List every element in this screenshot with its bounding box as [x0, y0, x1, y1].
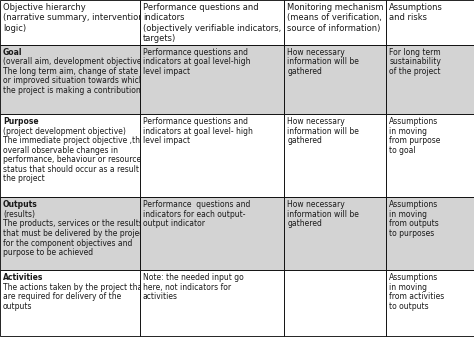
- Bar: [386, 270, 474, 336]
- Text: Goal: Goal: [3, 48, 22, 57]
- Bar: [0, 45, 140, 114]
- Text: purpose to be achieved: purpose to be achieved: [3, 248, 93, 257]
- Text: Assumptions: Assumptions: [389, 117, 438, 126]
- Text: Assumptions: Assumptions: [389, 201, 438, 209]
- Text: from activities: from activities: [389, 292, 445, 301]
- Text: to outputs: to outputs: [389, 302, 429, 311]
- Text: status that should occur as a result of: status that should occur as a result of: [3, 165, 149, 174]
- Bar: [140, 270, 284, 336]
- Text: Performance questions and: Performance questions and: [143, 117, 248, 126]
- Text: (objectively verifiable indicators,: (objectively verifiable indicators,: [143, 24, 281, 33]
- Text: level impact: level impact: [143, 67, 190, 76]
- Text: The actions taken by the project that: The actions taken by the project that: [3, 283, 146, 292]
- Text: from purpose: from purpose: [389, 136, 441, 145]
- Text: here, not indicators for: here, not indicators for: [143, 283, 231, 292]
- Text: the project: the project: [3, 174, 45, 183]
- Text: targets): targets): [143, 34, 176, 43]
- Text: sustainability: sustainability: [389, 57, 441, 66]
- Text: for the component objectives and: for the component objectives and: [3, 239, 132, 247]
- Bar: [140, 0, 284, 45]
- Text: that must be delivered by the project: that must be delivered by the project: [3, 229, 146, 238]
- Text: to purposes: to purposes: [389, 229, 435, 238]
- Text: Monitoring mechanism: Monitoring mechanism: [287, 3, 384, 12]
- Text: Performance questions and: Performance questions and: [143, 48, 248, 57]
- Text: Activities: Activities: [3, 273, 44, 282]
- Text: or improved situation towards which: or improved situation towards which: [3, 76, 144, 85]
- Text: output indicator: output indicator: [143, 219, 205, 229]
- Text: level impact: level impact: [143, 136, 190, 145]
- Text: Outputs: Outputs: [3, 201, 38, 209]
- Text: (narrative summary, intervention: (narrative summary, intervention: [3, 13, 144, 22]
- Text: How necessary: How necessary: [287, 201, 345, 209]
- Text: (means of verification,: (means of verification,: [287, 13, 382, 22]
- Text: of the project: of the project: [389, 67, 441, 76]
- Text: indicators for each output-: indicators for each output-: [143, 210, 246, 219]
- Text: Note: the needed input go: Note: the needed input go: [143, 273, 244, 282]
- Text: (results): (results): [3, 210, 35, 219]
- Text: How necessary: How necessary: [287, 117, 345, 126]
- Bar: [140, 197, 284, 270]
- Bar: [284, 45, 386, 114]
- Text: and risks: and risks: [389, 13, 427, 22]
- Bar: [0, 197, 140, 270]
- Text: logic): logic): [3, 24, 26, 33]
- Bar: [284, 270, 386, 336]
- Text: in moving: in moving: [389, 283, 427, 292]
- Bar: [140, 45, 284, 114]
- Text: The immediate project objective ,the: The immediate project objective ,the: [3, 136, 145, 145]
- Text: overall observable changes in: overall observable changes in: [3, 146, 118, 155]
- Text: information will be: information will be: [287, 57, 359, 66]
- Text: Objective hierarchy: Objective hierarchy: [3, 3, 86, 12]
- Text: indicators at goal level-high: indicators at goal level-high: [143, 57, 250, 66]
- Bar: [386, 45, 474, 114]
- Text: information will be: information will be: [287, 127, 359, 136]
- Text: outputs: outputs: [3, 302, 33, 311]
- Text: information will be: information will be: [287, 210, 359, 219]
- Bar: [140, 114, 284, 197]
- Text: to goal: to goal: [389, 146, 416, 155]
- Bar: [0, 0, 140, 45]
- Text: (project development objective): (project development objective): [3, 127, 126, 136]
- Text: How necessary: How necessary: [287, 48, 345, 57]
- Text: in moving: in moving: [389, 210, 427, 219]
- Text: the project is making a contribution: the project is making a contribution: [3, 86, 141, 95]
- Text: Assumptions: Assumptions: [389, 3, 443, 12]
- Text: gathered: gathered: [287, 67, 322, 76]
- Text: indicators: indicators: [143, 13, 184, 22]
- Text: indicators at goal level- high: indicators at goal level- high: [143, 127, 253, 136]
- Text: The products, services or the results: The products, services or the results: [3, 219, 143, 229]
- Bar: [284, 0, 386, 45]
- Text: performance, behaviour or resource: performance, behaviour or resource: [3, 155, 141, 164]
- Text: gathered: gathered: [287, 219, 322, 229]
- Text: activities: activities: [143, 292, 178, 301]
- Bar: [0, 270, 140, 336]
- Text: from outputs: from outputs: [389, 219, 439, 229]
- Text: (overall aim, development objective): (overall aim, development objective): [3, 57, 145, 66]
- Text: are required for delivery of the: are required for delivery of the: [3, 292, 121, 301]
- Bar: [284, 197, 386, 270]
- Text: gathered: gathered: [287, 136, 322, 145]
- Text: in moving: in moving: [389, 127, 427, 136]
- Bar: [0, 114, 140, 197]
- Text: source of information): source of information): [287, 24, 381, 33]
- Text: Purpose: Purpose: [3, 117, 38, 126]
- Text: For long term: For long term: [389, 48, 441, 57]
- Bar: [284, 114, 386, 197]
- Text: The long term aim, change of state: The long term aim, change of state: [3, 67, 138, 76]
- Text: Performance  questions and: Performance questions and: [143, 201, 250, 209]
- Bar: [386, 0, 474, 45]
- Text: Performance questions and: Performance questions and: [143, 3, 258, 12]
- Bar: [386, 114, 474, 197]
- Bar: [386, 197, 474, 270]
- Text: Assumptions: Assumptions: [389, 273, 438, 282]
